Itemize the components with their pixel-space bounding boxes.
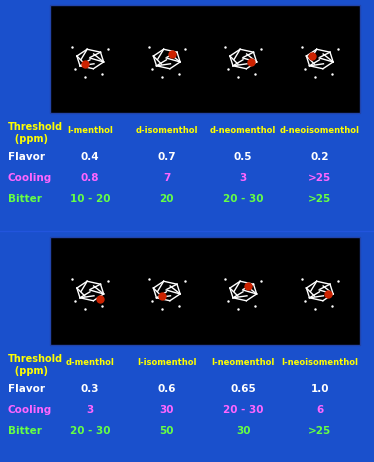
Text: 20 - 30: 20 - 30: [223, 405, 264, 415]
Text: 20: 20: [159, 194, 174, 204]
Bar: [207, 9, 279, 109]
Text: Flavor: Flavor: [8, 152, 45, 162]
Text: Threshold
  (ppm): Threshold (ppm): [8, 354, 63, 376]
Text: 1.0: 1.0: [310, 384, 329, 394]
Text: 6: 6: [316, 405, 324, 415]
Text: 30: 30: [236, 426, 251, 436]
Text: >25: >25: [308, 194, 331, 204]
Text: d-menthol: d-menthol: [66, 358, 115, 367]
Text: l-neomenthol: l-neomenthol: [212, 358, 275, 367]
Bar: [283, 241, 356, 341]
Bar: [50, 5, 360, 113]
Text: 0.7: 0.7: [157, 152, 176, 162]
Text: l-menthol: l-menthol: [67, 126, 113, 135]
Text: 0.5: 0.5: [234, 152, 252, 162]
Text: d-neoisomenthol: d-neoisomenthol: [280, 126, 360, 135]
Text: Cooling: Cooling: [8, 173, 52, 183]
Text: d-isomenthol: d-isomenthol: [135, 126, 198, 135]
Text: Cooling: Cooling: [8, 405, 52, 415]
Text: Bitter: Bitter: [8, 194, 42, 204]
Text: >25: >25: [308, 426, 331, 436]
Text: >25: >25: [308, 173, 331, 183]
Text: l-isomenthol: l-isomenthol: [137, 358, 196, 367]
Text: 3: 3: [240, 173, 247, 183]
Text: 10 - 20: 10 - 20: [70, 194, 110, 204]
Bar: [207, 241, 279, 341]
Text: Bitter: Bitter: [8, 426, 42, 436]
Text: 7: 7: [163, 173, 171, 183]
Text: Threshold
  (ppm): Threshold (ppm): [8, 122, 63, 144]
Bar: [54, 241, 126, 341]
Bar: [131, 9, 203, 109]
Text: 0.6: 0.6: [157, 384, 176, 394]
Text: 0.65: 0.65: [230, 384, 256, 394]
Text: 0.8: 0.8: [81, 173, 99, 183]
Text: 20 - 30: 20 - 30: [70, 426, 110, 436]
Text: 50: 50: [159, 426, 174, 436]
Text: 0.3: 0.3: [81, 384, 99, 394]
Text: 0.2: 0.2: [310, 152, 329, 162]
Bar: [54, 9, 126, 109]
Bar: [50, 237, 360, 345]
Text: 3: 3: [87, 405, 94, 415]
Text: 0.4: 0.4: [81, 152, 99, 162]
Text: d-neomenthol: d-neomenthol: [210, 126, 276, 135]
Text: Flavor: Flavor: [8, 384, 45, 394]
Text: 20 - 30: 20 - 30: [223, 194, 264, 204]
Text: l-neoisomenthol: l-neoisomenthol: [281, 358, 358, 367]
Bar: [283, 9, 356, 109]
Text: 30: 30: [159, 405, 174, 415]
Bar: [131, 241, 203, 341]
